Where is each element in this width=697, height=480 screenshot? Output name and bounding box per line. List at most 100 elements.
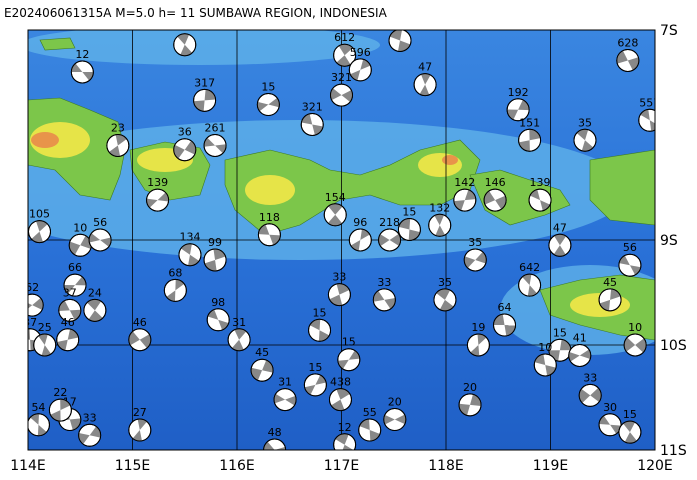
beachball-outline [106, 134, 130, 157]
beachball-quadrant [184, 140, 196, 155]
beachball [598, 288, 622, 312]
event-label: 261 [205, 122, 226, 135]
event-label: 46 [133, 316, 147, 329]
beachball [173, 138, 197, 162]
beachball-outline [256, 93, 280, 117]
beachball-quadrant [28, 328, 31, 340]
beachball-outline [618, 420, 642, 444]
beachball-outline [518, 128, 542, 152]
beachball-quadrant [338, 44, 353, 56]
event-label: 45 [603, 276, 617, 289]
event-label: 362 [174, 21, 195, 34]
beachball [618, 420, 642, 444]
x-tick-label: 119E [533, 458, 569, 474]
beachball [28, 293, 44, 317]
event-label: 612 [334, 31, 355, 44]
beachball-quadrant [258, 224, 270, 235]
beachball-quadrant [383, 414, 395, 425]
beachball-quadrant [553, 245, 566, 257]
beachball-quadrant [568, 352, 580, 362]
beachball-quadrant [207, 309, 219, 320]
beachball [250, 358, 274, 382]
beachball-quadrant [32, 297, 44, 310]
beachball-outline [70, 60, 94, 84]
event-label: 47 [553, 221, 567, 234]
axes: 114E 115E 116E 117E 118E 119E 120E 7S 9S 10S 11S [10, 23, 687, 474]
beachball-quadrant [173, 144, 185, 159]
beachball-quadrant [82, 72, 94, 81]
beachball-quadrant [213, 248, 226, 260]
beachball [548, 233, 572, 257]
beachball-quadrant [89, 426, 101, 438]
event-label: 33 [83, 411, 97, 424]
event-label: 24 [88, 286, 102, 299]
beachball-quadrant [50, 410, 61, 422]
event-label: 118 [259, 211, 280, 224]
beachball [578, 383, 602, 407]
beachball-outline [328, 388, 352, 412]
beachball-outline [128, 418, 152, 442]
event-label: 35 [468, 236, 482, 249]
beachball-quadrant [336, 55, 351, 67]
beachball-quadrant [518, 140, 530, 152]
beachball-quadrant [590, 387, 602, 402]
beachball [333, 43, 357, 67]
event-label: 10 [73, 221, 87, 234]
beachball [263, 438, 287, 450]
beachball-outline [506, 98, 530, 122]
beachball-quadrant [268, 97, 280, 108]
beachball-outline [327, 283, 351, 307]
beachball-outline [173, 138, 197, 162]
event-label: 321 [302, 101, 323, 114]
event-label: 96 [353, 216, 367, 229]
event-label: 68 [168, 266, 182, 279]
beachball [568, 344, 592, 367]
beachball-quadrant [218, 319, 229, 331]
beachball [506, 98, 530, 122]
beachball-quadrant [576, 129, 589, 141]
beachball-outline [463, 248, 487, 272]
beachball-outline [333, 433, 357, 450]
beachball [388, 30, 412, 52]
beachball-quadrant [36, 220, 48, 232]
beachball [88, 228, 112, 252]
event-label: 31 [278, 376, 292, 389]
x-tick-label: 116E [219, 458, 255, 474]
beachball-quadrant [204, 259, 217, 271]
beachball [518, 128, 542, 152]
beachball-outline [453, 188, 477, 212]
beachball-outline [383, 408, 407, 432]
beachball-quadrant [518, 99, 530, 111]
beachball-outline [78, 423, 102, 447]
beachball [428, 213, 452, 237]
beachball-quadrant [180, 44, 193, 56]
beachball-quadrant [435, 225, 446, 237]
beachball-quadrant [41, 345, 52, 356]
event-label: 218 [379, 216, 400, 229]
beachball-outline [458, 393, 482, 417]
event-label: 134 [179, 231, 200, 244]
beachball [598, 413, 622, 437]
beachball-quadrant [71, 63, 83, 72]
beachball-quadrant [257, 101, 269, 112]
beachball-quadrant [188, 254, 200, 266]
beachball-quadrant [373, 290, 385, 302]
beachball-outline [178, 243, 202, 267]
beachball-quadrant [231, 339, 244, 351]
beachball-quadrant [128, 331, 140, 346]
beachball-quadrant [341, 90, 353, 102]
event-label: 139 [147, 176, 168, 189]
beachball-outline [337, 348, 361, 372]
beachball-quadrant [581, 140, 594, 152]
y-tick-label: 11S [660, 443, 687, 459]
beachball [413, 73, 437, 97]
beachball [48, 398, 72, 422]
event-label: 642 [519, 261, 540, 274]
beachball-quadrant [327, 214, 343, 226]
beachball-quadrant [177, 33, 190, 45]
beachball [397, 218, 421, 241]
beachball-quadrant [100, 237, 112, 247]
event-label: 15 [342, 336, 356, 349]
beachball-quadrant [477, 334, 487, 345]
beachball-quadrant [215, 144, 227, 154]
